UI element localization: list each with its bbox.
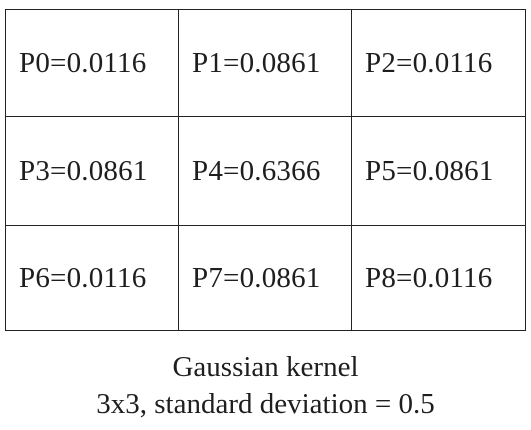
kernel-cell-p0: P0=0.0116 [6, 10, 179, 117]
gaussian-kernel-grid: P0=0.0116 P1=0.0861 P2=0.0116 P3=0.0861 … [5, 9, 526, 331]
kernel-cell-p2: P2=0.0116 [352, 10, 525, 117]
kernel-cell-p4: P4=0.6366 [179, 117, 352, 226]
caption-subtitle: 3x3, standard deviation = 0.5 [0, 387, 531, 421]
kernel-cell-p7: P7=0.0861 [179, 226, 352, 330]
kernel-cell-p1: P1=0.0861 [179, 10, 352, 117]
kernel-cell-p6: P6=0.0116 [6, 226, 179, 330]
kernel-cell-p3: P3=0.0861 [6, 117, 179, 226]
caption-title: Gaussian kernel [0, 350, 531, 384]
kernel-cell-p5: P5=0.0861 [352, 117, 525, 226]
kernel-cell-p8: P8=0.0116 [352, 226, 525, 330]
